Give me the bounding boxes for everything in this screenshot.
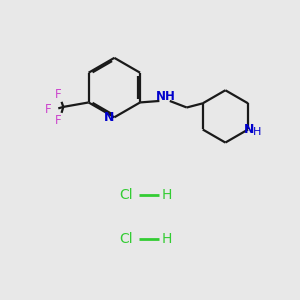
- Text: Cl: Cl: [119, 188, 133, 202]
- Text: Cl: Cl: [119, 232, 133, 246]
- Text: N: N: [243, 123, 254, 136]
- Text: F: F: [55, 88, 61, 101]
- Text: F: F: [55, 114, 61, 127]
- Text: NH: NH: [155, 90, 175, 103]
- Text: H: H: [162, 232, 172, 246]
- Text: H: H: [254, 127, 262, 137]
- Text: F: F: [45, 103, 51, 116]
- Text: N: N: [104, 111, 114, 124]
- Text: H: H: [162, 188, 172, 202]
